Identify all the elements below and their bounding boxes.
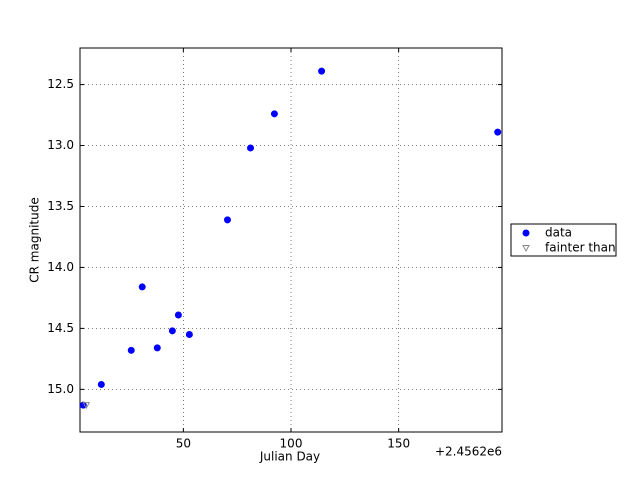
point [185, 330, 193, 338]
point [247, 144, 255, 152]
point [270, 110, 278, 118]
x-tick-label: 50 [176, 437, 191, 451]
x-tick-label: 100 [280, 437, 303, 451]
y-tick-label: 14.0 [47, 260, 74, 274]
legend-label: data [545, 226, 572, 240]
point [174, 311, 182, 319]
y-axis-label: CR magnitude [28, 197, 42, 282]
x-tick-label: 150 [387, 437, 410, 451]
x-axis-label: Julian Day [259, 450, 320, 464]
point [494, 128, 502, 136]
y-tick-label: 14.5 [47, 321, 74, 335]
point [168, 327, 176, 335]
y-tick-label: 13.5 [47, 199, 74, 213]
y-tick-label: 12.5 [47, 77, 74, 91]
legend-label: fainter than [545, 241, 616, 255]
x-offset-label: +2.4562e6 [435, 445, 502, 459]
point [138, 283, 146, 291]
legend-marker [522, 245, 530, 253]
point [82, 402, 91, 410]
point [153, 344, 161, 352]
point [97, 380, 105, 388]
y-tick-label: 13.0 [47, 138, 74, 152]
legend-box [510, 223, 617, 257]
legend-marker [522, 229, 530, 237]
point [127, 346, 135, 354]
plot-frame [79, 47, 503, 433]
y-tick-label: 15.0 [47, 382, 74, 396]
point [223, 216, 231, 224]
point [318, 67, 326, 75]
